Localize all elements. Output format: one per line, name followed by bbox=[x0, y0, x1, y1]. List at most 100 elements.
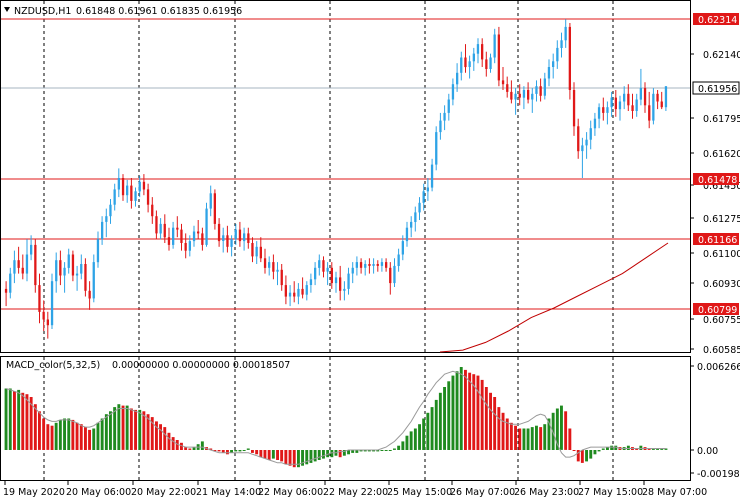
macd-bar bbox=[568, 428, 572, 450]
macd-bar bbox=[639, 445, 643, 450]
candle-body bbox=[422, 191, 425, 203]
candle-body bbox=[560, 40, 563, 48]
candle-body bbox=[180, 229, 183, 243]
candle-body bbox=[322, 260, 325, 272]
macd-bar bbox=[656, 448, 659, 450]
candle-body bbox=[518, 93, 521, 98]
candle-body bbox=[359, 262, 363, 268]
macd-bar bbox=[342, 450, 346, 456]
macd-bar bbox=[305, 450, 309, 465]
macd-bar bbox=[276, 450, 279, 460]
level-tag-box bbox=[693, 173, 739, 185]
macd-bar bbox=[104, 414, 108, 450]
macd-bar bbox=[21, 392, 25, 450]
candle-body bbox=[280, 269, 283, 286]
macd-bar bbox=[263, 450, 267, 459]
candle-body bbox=[527, 90, 530, 100]
macd-bar bbox=[221, 450, 225, 453]
macd-bar bbox=[522, 428, 526, 450]
candle-body bbox=[643, 88, 647, 106]
candle-body bbox=[176, 227, 179, 230]
macd-bar bbox=[297, 450, 300, 468]
candle-body bbox=[126, 185, 129, 196]
chart-header: NZDUSD,H1 0.61848 0.61961 0.61835 0.6195… bbox=[4, 6, 242, 17]
price-tick-label: 0.61275 bbox=[703, 214, 740, 225]
ma-line bbox=[439, 242, 669, 353]
candle-body bbox=[201, 233, 204, 245]
macd-bar bbox=[606, 447, 609, 450]
collapse-triangle-icon[interactable] bbox=[4, 7, 10, 12]
candle-body bbox=[226, 235, 229, 247]
candle-body bbox=[113, 189, 116, 205]
candle-body bbox=[293, 292, 296, 297]
candle-body bbox=[543, 78, 546, 96]
macd-bar bbox=[142, 411, 146, 450]
macd-bar bbox=[535, 425, 538, 450]
price-pane-frame bbox=[0, 0, 691, 353]
candle-body bbox=[309, 279, 313, 285]
macd-bar bbox=[493, 397, 497, 450]
macd-bar bbox=[322, 450, 325, 459]
price-tick-label: 0.61450 bbox=[703, 181, 740, 192]
candle-body bbox=[259, 246, 262, 259]
candle-body bbox=[205, 208, 208, 245]
candle-body bbox=[439, 120, 442, 133]
macd-bar bbox=[443, 387, 446, 450]
candle-body bbox=[234, 229, 237, 240]
macd-bar bbox=[539, 427, 543, 450]
current-price-tag-label: 0.61956 bbox=[698, 84, 737, 95]
price-grid bbox=[43, 1, 614, 352]
macd-bar bbox=[230, 450, 233, 453]
price-pane[interactable]: 0.62140 0.61795 0.61620 0.61450 0.61275 0.611… bbox=[0, 0, 740, 357]
macd-pane[interactable]: 0.0062662 0.00 -0.001984 MACD_color(5,32,5… bbox=[0, 356, 740, 481]
macd-bar bbox=[338, 450, 342, 458]
macd-bar bbox=[309, 450, 313, 463]
macd-bar bbox=[422, 418, 426, 450]
macd-bar bbox=[367, 450, 371, 452]
candle-body bbox=[602, 107, 605, 113]
macd-bar bbox=[175, 440, 179, 450]
candle-body bbox=[272, 262, 275, 272]
level-tag-box bbox=[693, 303, 739, 315]
macd-bar bbox=[380, 450, 384, 451]
candle-body bbox=[172, 227, 175, 245]
macd-bar bbox=[397, 445, 401, 450]
candle-body bbox=[92, 262, 95, 299]
candle-body bbox=[155, 216, 158, 234]
candle-body bbox=[117, 178, 120, 190]
time-label: 26 May 23:00 bbox=[514, 487, 579, 498]
macd-bar bbox=[489, 392, 492, 450]
level-tag-label: 0.60799 bbox=[698, 305, 737, 316]
price-y-axis: 0.62140 0.61795 0.61620 0.61450 0.61275 0.611… bbox=[690, 50, 740, 356]
candle-body bbox=[88, 290, 91, 299]
macd-bar bbox=[401, 441, 405, 450]
macd-bar bbox=[146, 414, 150, 450]
macd-bar bbox=[167, 432, 171, 450]
candle-body bbox=[623, 93, 626, 102]
macd-bar bbox=[234, 450, 238, 452]
macd-signal-line bbox=[5, 370, 666, 465]
macd-bar bbox=[635, 448, 639, 450]
time-label: 21 May 14:00 bbox=[196, 487, 261, 498]
macd-bar bbox=[589, 450, 593, 459]
candle-body bbox=[405, 227, 409, 242]
macd-bar bbox=[17, 389, 21, 450]
candle-body bbox=[476, 44, 480, 54]
moving-average bbox=[439, 242, 669, 353]
candle-body bbox=[510, 91, 513, 100]
candle-body bbox=[606, 107, 609, 113]
macd-bar bbox=[192, 447, 196, 450]
candle-body bbox=[13, 260, 16, 274]
level-tag-label: 0.61166 bbox=[698, 235, 737, 246]
candle-body bbox=[130, 185, 133, 201]
time-axis: 19 May 2020 20 May 06:00 20 May 22:00 21 Ma… bbox=[3, 481, 707, 498]
candle-body bbox=[614, 97, 617, 110]
macd-tick-label: 0.00 bbox=[697, 446, 718, 457]
macd-bar bbox=[58, 419, 62, 450]
macd-bar bbox=[418, 424, 421, 450]
candle-body bbox=[34, 244, 37, 286]
candle-body bbox=[460, 57, 463, 73]
macd-bar bbox=[610, 445, 614, 450]
candle-body bbox=[163, 223, 166, 238]
